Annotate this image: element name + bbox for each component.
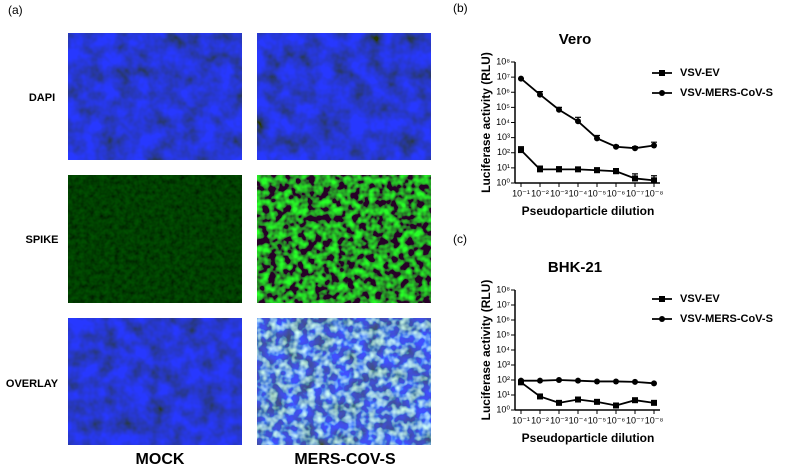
marker (659, 296, 665, 302)
panel-label: (c) (453, 232, 467, 246)
x-tick-label: 10⁻³ (550, 415, 568, 425)
panel-label: (a) (8, 3, 23, 17)
x-tick-label: 10⁻⁵ (588, 415, 607, 425)
line (521, 379, 655, 385)
x-axis-label: Pseudoparticle dilution (522, 431, 655, 445)
y-tick-label: 10⁴ (496, 344, 510, 354)
marker (537, 393, 543, 400)
y-tick-label: 10³ (497, 359, 510, 369)
y-tick-label: 10² (497, 147, 510, 157)
marker (632, 378, 638, 385)
micrograph (68, 33, 242, 160)
marker (632, 397, 638, 404)
column-label: MERS-COV-S (294, 451, 396, 468)
y-tick-label: 10⁰ (496, 177, 510, 187)
chart-title: BHK-21 (548, 259, 602, 276)
x-tick-label: 10⁻¹ (512, 415, 530, 425)
x-tick-label: 10⁻⁴ (569, 415, 588, 425)
marker (575, 118, 581, 125)
marker (613, 402, 619, 409)
line (520, 381, 655, 407)
row-label: SPIKE (25, 234, 58, 246)
y-tick-label: 10⁶ (496, 314, 510, 324)
x-tick-label: 10⁻¹ (512, 188, 530, 198)
micrograph (257, 175, 431, 303)
marker (659, 316, 665, 322)
marker (651, 380, 657, 387)
marker (613, 168, 619, 175)
x-tick-label: 10⁻⁷ (626, 188, 644, 198)
y-tick-label: 10¹ (497, 162, 510, 172)
x-tick-label: 10⁻⁸ (645, 188, 664, 198)
micrograph (257, 318, 431, 445)
row-label: OVERLAY (6, 378, 59, 390)
y-tick-label: 10⁸ (496, 284, 510, 294)
y-axis-label: Luciferase activity (RLU) (479, 280, 493, 421)
marker (556, 166, 562, 173)
micrograph (257, 33, 431, 160)
micrograph (68, 318, 242, 445)
marker (613, 143, 619, 150)
legend-label: VSV-MERS-CoV-S (680, 313, 773, 325)
legend-label: VSV-EV (680, 293, 720, 305)
marker (537, 166, 543, 173)
marker (651, 177, 657, 184)
marker (575, 166, 581, 173)
row-label: DAPI (29, 92, 55, 104)
marker (651, 142, 657, 149)
y-tick-label: 10⁷ (497, 299, 510, 309)
marker (632, 145, 638, 152)
line (520, 149, 655, 182)
x-tick-label: 10⁻⁸ (645, 415, 664, 425)
panel-label: (b) (453, 1, 468, 15)
x-tick-label: 10⁻⁷ (626, 415, 644, 425)
line (520, 77, 655, 150)
marker (632, 175, 638, 182)
marker (537, 377, 543, 384)
marker (651, 399, 657, 406)
chart-title: Vero (559, 31, 592, 48)
marker (659, 70, 665, 76)
marker (537, 91, 543, 98)
y-tick-label: 10³ (497, 132, 510, 142)
column-label: MOCK (136, 451, 185, 468)
x-tick-label: 10⁻⁵ (588, 188, 607, 198)
marker (575, 396, 581, 403)
y-tick-label: 10⁸ (496, 56, 510, 66)
x-tick-label: 10⁻⁶ (607, 415, 626, 425)
marker (518, 75, 524, 82)
y-tick-label: 10⁷ (497, 72, 510, 82)
marker (556, 399, 562, 406)
x-tick-label: 10⁻² (531, 188, 549, 198)
x-tick-label: 10⁻⁶ (607, 188, 626, 198)
legend-label: VSV-MERS-CoV-S (680, 87, 773, 99)
marker (659, 90, 665, 96)
marker (613, 378, 619, 385)
y-tick-label: 10⁰ (496, 404, 510, 414)
marker (518, 377, 524, 384)
y-tick-label: 10⁴ (496, 117, 510, 127)
marker (594, 167, 600, 174)
y-tick-label: 10⁵ (496, 329, 510, 339)
micrograph (68, 175, 242, 303)
marker (594, 378, 600, 385)
marker (594, 135, 600, 142)
marker (575, 377, 581, 384)
x-tick-label: 10⁻⁴ (569, 188, 588, 198)
x-tick-label: 10⁻² (531, 415, 549, 425)
marker (556, 377, 562, 383)
marker (556, 106, 562, 113)
y-tick-label: 10¹ (497, 389, 510, 399)
legend-label: VSV-EV (680, 67, 720, 79)
y-tick-label: 10² (497, 374, 510, 384)
y-tick-label: 10⁶ (496, 87, 510, 97)
marker (594, 398, 600, 405)
x-tick-label: 10⁻³ (550, 188, 568, 198)
y-tick-label: 10⁵ (496, 102, 510, 112)
y-axis-label: Luciferase activity (RLU) (479, 52, 493, 193)
x-axis-label: Pseudoparticle dilution (522, 204, 655, 218)
marker (518, 147, 524, 154)
